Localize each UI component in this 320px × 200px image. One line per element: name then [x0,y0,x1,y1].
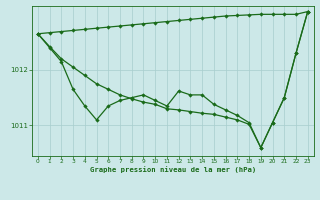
X-axis label: Graphe pression niveau de la mer (hPa): Graphe pression niveau de la mer (hPa) [90,167,256,173]
